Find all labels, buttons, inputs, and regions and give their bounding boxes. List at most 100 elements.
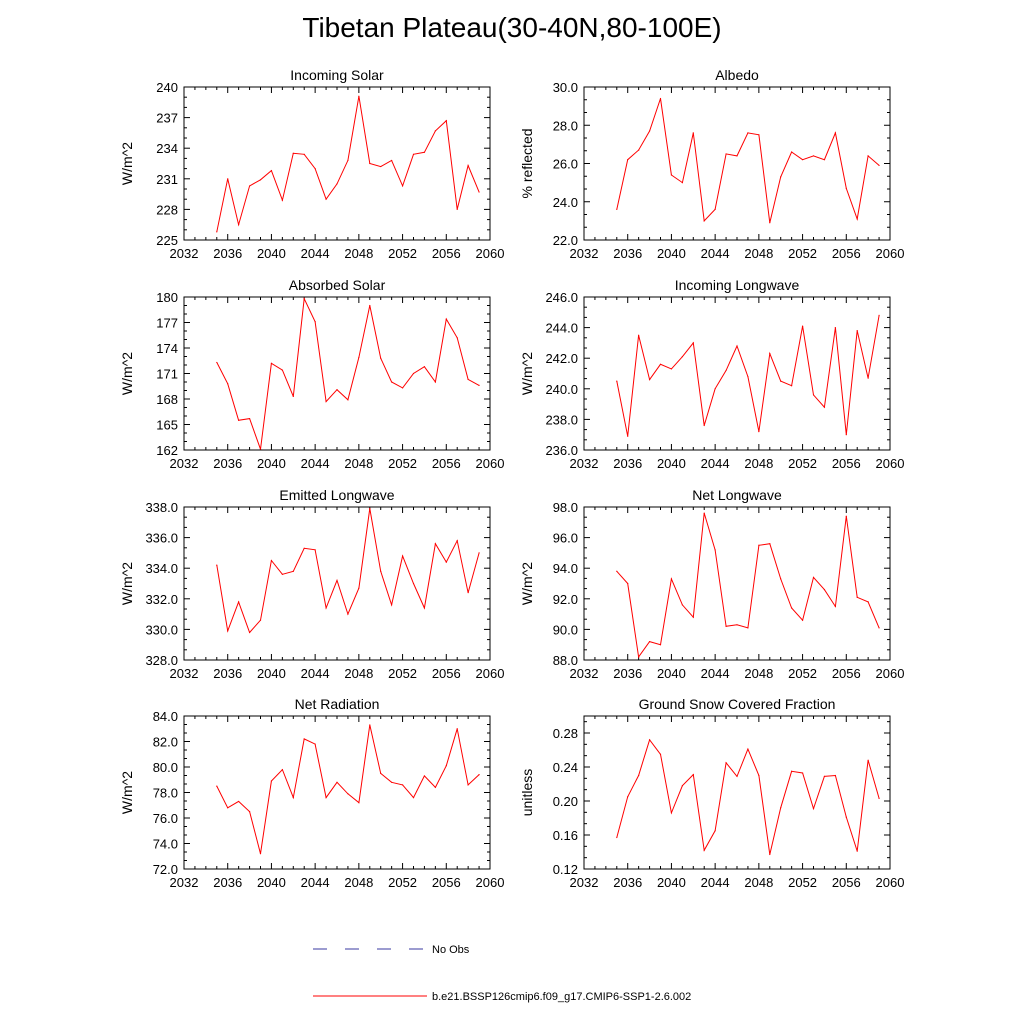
- y-axis-label: % reflected: [519, 128, 535, 198]
- y-tick-label: 171: [156, 367, 178, 382]
- data-point: [380, 357, 382, 359]
- data-point: [692, 616, 694, 618]
- x-tick-label: 2060: [876, 246, 905, 261]
- y-tick-label: 26.0: [553, 157, 578, 172]
- data-point: [216, 564, 218, 566]
- data-point: [769, 353, 771, 355]
- x-tick-label: 2032: [570, 456, 599, 471]
- data-point: [314, 743, 316, 745]
- panel-title: Absorbed Solar: [289, 277, 386, 293]
- data-point: [758, 774, 760, 777]
- data-point: [412, 797, 415, 799]
- x-tick-label: 2056: [432, 666, 461, 681]
- data-point: [878, 797, 880, 800]
- y-tick-label: 80.0: [153, 760, 178, 775]
- data-point: [812, 394, 815, 396]
- data-point: [369, 162, 371, 165]
- y-tick-label: 88.0: [553, 653, 578, 668]
- data-point: [867, 155, 869, 157]
- data-point: [467, 784, 469, 786]
- data-point: [314, 168, 316, 170]
- y-tick-label: 28.0: [553, 118, 578, 133]
- x-tick-label: 2052: [788, 875, 817, 890]
- y-tick-label: 236.0: [545, 443, 578, 458]
- x-tick-label: 2040: [657, 456, 686, 471]
- data-point: [736, 775, 738, 777]
- data-point: [616, 836, 618, 839]
- y-tick-label: 94.0: [553, 561, 578, 576]
- data-point: [336, 389, 338, 391]
- data-point: [823, 775, 826, 777]
- series-line: [616, 98, 880, 223]
- x-tick-label: 2044: [701, 456, 730, 471]
- x-tick-label: 2032: [170, 666, 199, 681]
- data-point: [248, 185, 251, 187]
- data-point: [423, 366, 426, 368]
- plot-frame: [183, 86, 491, 241]
- data-point: [412, 372, 415, 375]
- y-tick-label: 328.0: [145, 653, 178, 668]
- data-point: [627, 796, 629, 798]
- data-point: [845, 515, 847, 517]
- data-point: [769, 543, 771, 545]
- y-tick-label: 231: [156, 172, 178, 187]
- data-point: [478, 774, 480, 776]
- data-point: [670, 578, 673, 580]
- plot-frame: [583, 506, 891, 661]
- y-axis-label: W/m^2: [119, 562, 135, 605]
- data-point: [747, 748, 749, 750]
- data-point: [227, 178, 229, 180]
- data-point: [281, 369, 283, 371]
- data-point: [380, 772, 382, 774]
- data-point: [281, 768, 283, 771]
- data-point: [845, 187, 847, 189]
- x-tick-label: 2032: [570, 875, 599, 890]
- data-point: [758, 134, 760, 136]
- x-tick-label: 2056: [832, 875, 861, 890]
- x-tick-label: 2060: [476, 246, 505, 261]
- data-point: [238, 419, 240, 421]
- data-point: [369, 724, 371, 726]
- data-point: [834, 132, 836, 134]
- x-tick-label: 2036: [613, 246, 642, 261]
- data-point: [227, 630, 229, 632]
- data-point: [627, 159, 629, 161]
- panel-4: Incoming Longwave W/m^2 2032 2036 2040 2044 20…: [519, 277, 904, 471]
- data-point: [703, 424, 705, 427]
- x-tick-label: 2032: [170, 246, 199, 261]
- data-point: [780, 578, 782, 580]
- data-point: [725, 762, 727, 764]
- x-tick-label: 2052: [388, 246, 417, 261]
- data-point: [292, 395, 294, 398]
- data-point: [670, 368, 673, 370]
- x-tick-label: 2052: [788, 666, 817, 681]
- data-point: [401, 555, 404, 557]
- data-point: [423, 607, 426, 609]
- plot-frame: [583, 296, 891, 451]
- data-point: [856, 330, 858, 332]
- x-tick-label: 2036: [213, 456, 242, 471]
- figure-title: Tibetan Plateau(30-40N,80-100E): [302, 12, 722, 43]
- x-tick-label: 2044: [701, 246, 730, 261]
- data-point: [812, 155, 815, 157]
- x-tick-label: 2032: [570, 666, 599, 681]
- data-point: [391, 781, 393, 783]
- data-point: [747, 375, 749, 378]
- legend: No Obs b.e21.BSSP126cmip6.f09_g17.CMIP6-…: [313, 944, 691, 1003]
- x-tick-label: 2040: [257, 875, 286, 890]
- data-point: [303, 298, 305, 300]
- data-point: [303, 547, 305, 549]
- data-point: [823, 159, 826, 161]
- data-point: [627, 435, 629, 437]
- data-point: [478, 552, 480, 554]
- y-tick-label: 90.0: [553, 622, 578, 637]
- data-point: [401, 185, 404, 187]
- y-axis-label: W/m^2: [119, 352, 135, 395]
- data-point: [259, 619, 262, 621]
- y-tick-label: 76.0: [153, 811, 178, 826]
- x-tick-label: 2036: [213, 666, 242, 681]
- data-point: [456, 728, 458, 730]
- series-line: [216, 724, 480, 854]
- data-point: [478, 384, 480, 386]
- data-point: [259, 448, 262, 450]
